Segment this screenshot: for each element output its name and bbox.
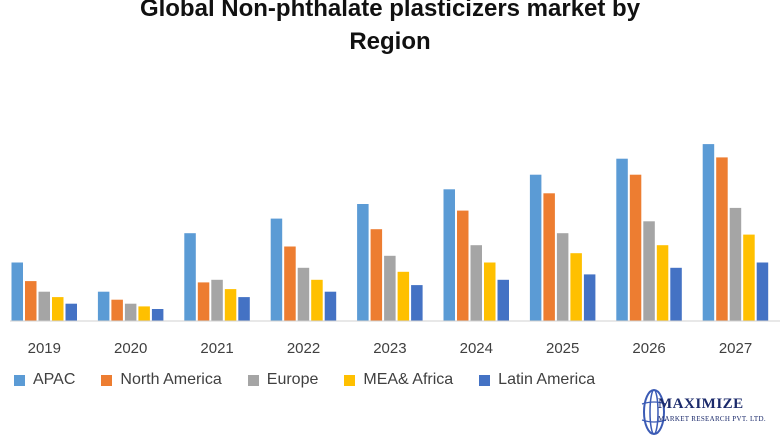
- x-tick-label-2025: 2025: [546, 340, 579, 357]
- legend-label: Europe: [266, 371, 319, 388]
- legend-label: APAC: [33, 371, 76, 388]
- legend-item-apac: APAC: [14, 371, 75, 389]
- bar-apac-2024: [443, 189, 455, 321]
- x-tick-label-2024: 2024: [460, 340, 493, 357]
- bar-apac-2020: [97, 291, 110, 321]
- logo-tagline: MARKET RESEARCH PVT. LTD.: [658, 415, 766, 423]
- chart-title: Global Non-phthalate plasticizers market…: [0, 0, 780, 58]
- bar-mea-africa-2024: [484, 262, 496, 321]
- bar-latin-america-2026: [670, 267, 682, 321]
- chart-title-line-2: Region: [349, 28, 431, 55]
- bar-latin-america-2025: [583, 274, 596, 321]
- bars-group: [11, 144, 769, 322]
- bar-apac-2027: [702, 144, 715, 321]
- legend-label: Latin America: [498, 371, 596, 388]
- bar-latin-america-2024: [497, 279, 509, 321]
- x-tick-label-2021: 2021: [200, 340, 233, 357]
- x-tick-label-2026: 2026: [632, 340, 665, 357]
- bar-apac-2021: [184, 233, 196, 321]
- bar-north-america-2026: [629, 174, 642, 321]
- bar-europe-2026: [643, 221, 655, 322]
- bar-mea-africa-2021: [224, 289, 237, 321]
- bar-mea-africa-2019: [52, 297, 64, 321]
- legend-item-north-america: North America: [101, 371, 222, 389]
- legend: APAC North America Europe MEA& Africa Latin …: [14, 368, 621, 392]
- bar-europe-2020: [124, 303, 137, 321]
- bar-europe-2025: [556, 233, 569, 321]
- globe-icon: [641, 389, 667, 435]
- bar-europe-2023: [384, 255, 396, 321]
- x-tick-label-2027: 2027: [719, 340, 752, 357]
- company-logo: MAXIMIZE MARKET RESEARCH PVT. LTD.: [636, 386, 776, 438]
- legend-swatch: [344, 374, 356, 386]
- bar-mea-africa-2023: [397, 271, 410, 321]
- legend-item-latin-america: Latin America: [479, 371, 595, 389]
- bar-mea-africa-2027: [743, 234, 755, 322]
- bar-europe-2021: [211, 279, 223, 321]
- bar-europe-2019: [38, 291, 50, 321]
- bar-mea-africa-2026: [656, 245, 669, 321]
- bar-mea-africa-2025: [570, 253, 582, 321]
- x-tick-label-2019: 2019: [28, 340, 61, 357]
- bar-mea-africa-2022: [311, 279, 323, 321]
- legend-item-mea-africa: MEA& Africa: [344, 371, 453, 389]
- bar-europe-2027: [729, 207, 742, 321]
- bar-north-america-2021: [197, 282, 210, 321]
- bar-europe-2024: [470, 245, 482, 321]
- bar-apac-2019: [11, 262, 23, 321]
- bar-north-america-2025: [543, 193, 555, 321]
- legend-swatch: [101, 374, 113, 386]
- bar-apac-2025: [529, 174, 542, 321]
- bar-apac-2023: [357, 204, 369, 321]
- bar-apac-2022: [270, 218, 283, 321]
- bar-latin-america-2027: [756, 262, 769, 321]
- legend-swatch: [247, 374, 259, 386]
- legend-label: MEA& Africa: [363, 371, 454, 388]
- bar-north-america-2023: [370, 229, 383, 321]
- legend-item-europe: Europe: [247, 371, 319, 389]
- bar-apac-2026: [616, 158, 628, 321]
- bar-latin-america-2023: [411, 285, 423, 321]
- x-tick-label-2023: 2023: [373, 340, 406, 357]
- bar-north-america-2020: [111, 299, 123, 321]
- bar-latin-america-2019: [65, 303, 77, 321]
- x-tick-label-2022: 2022: [287, 340, 320, 357]
- bar-north-america-2024: [457, 210, 469, 321]
- x-tick-labels: 2019 2020 2021 2022 2023 2024 2025 2026 2027: [28, 340, 753, 357]
- legend-swatch: [479, 374, 491, 386]
- bar-north-america-2027: [716, 157, 728, 321]
- chart-title-line-1: Global Non-phthalate plasticizers market…: [139, 0, 641, 22]
- bar-latin-america-2022: [324, 291, 337, 321]
- bar-latin-america-2021: [238, 297, 250, 321]
- bar-europe-2022: [297, 267, 310, 321]
- legend-swatch: [14, 374, 25, 386]
- bar-north-america-2019: [25, 281, 37, 321]
- x-tick-label-2020: 2020: [114, 340, 147, 357]
- bar-latin-america-2020: [151, 309, 164, 321]
- bar-mea-africa-2020: [138, 306, 150, 321]
- legend-label: North America: [120, 371, 222, 388]
- bar-north-america-2022: [284, 246, 296, 321]
- logo-name: MAXIMIZE: [658, 396, 744, 412]
